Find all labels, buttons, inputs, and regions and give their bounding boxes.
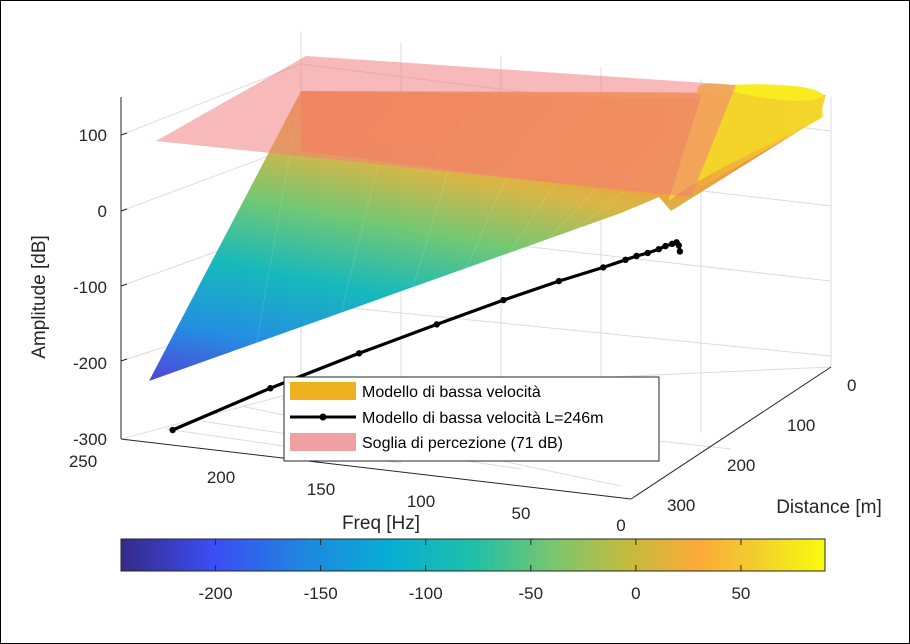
freq-tick-label: 50: [512, 504, 531, 523]
series-marker: [267, 385, 274, 392]
amplitude-tick-label: 100: [79, 126, 107, 145]
freq-tick-labels: 250 200 150 100 50 0: [69, 452, 626, 535]
series-marker: [500, 296, 507, 304]
distance-tick-label: 100: [787, 416, 815, 435]
series-marker: [676, 248, 684, 255]
freq-tick-label: 100: [407, 492, 435, 511]
freq-tick-label: 0: [616, 516, 625, 535]
legend: Modello di bassa velocità Modello di bas…: [283, 376, 660, 462]
series-marker: [633, 252, 640, 260]
amplitude-tick-label: -300: [73, 430, 107, 449]
series-marker: [655, 245, 662, 253]
amplitude-tick-labels: 100 0 -100 -200 -300: [73, 126, 107, 449]
series-marker: [555, 277, 563, 285]
distance-tick-label: 300: [667, 496, 695, 515]
amplitude-tick-label: 0: [98, 202, 107, 221]
colorbar-tick-label: -50: [519, 584, 544, 603]
surface-edge-tip: [731, 84, 823, 101]
series-marker: [600, 264, 607, 271]
colorbar: -200 -150 -100 -50 0 50: [120, 538, 826, 603]
legend-label-threshold: Soglia di percezione (71 dB): [362, 435, 563, 452]
legend-marker-line: [319, 413, 327, 421]
legend-label-line: Modello di bassa velocità L=246m: [362, 410, 603, 427]
amplitude-tick-label: -100: [73, 278, 107, 297]
colorbar-ticks: -200 -150 -100 -50 0 50: [199, 539, 750, 603]
legend-swatch-threshold: [290, 433, 356, 451]
series-marker: [433, 321, 440, 328]
freq-tick-label: 150: [307, 480, 335, 499]
legend-label-surface: Modello di bassa velocità: [362, 384, 541, 401]
series-marker: [662, 242, 669, 250]
amplitude-tick-label: -200: [73, 354, 107, 373]
distance-tick-label: 200: [727, 456, 755, 475]
freq-tick-label: 250: [69, 452, 97, 471]
colorbar-tick-label: -100: [409, 584, 443, 603]
series-marker: [622, 256, 629, 263]
series-marker: [169, 426, 176, 434]
x-axis-label: Freq [Hz]: [342, 513, 420, 534]
freq-tick-label: 200: [207, 468, 235, 487]
legend-swatch-surface: [290, 382, 356, 400]
threshold-plane: [156, 56, 736, 197]
distance-axis-label: Distance [m]: [776, 497, 882, 518]
distance-tick-label: 0: [847, 376, 856, 395]
y-axis-label: Amplitude [dB]: [29, 235, 50, 359]
colorbar-tick-label: -200: [199, 584, 233, 603]
colorbar-tick-label: 0: [631, 584, 640, 603]
colorbar-tick-label: -150: [304, 584, 338, 603]
series-marker: [644, 249, 651, 257]
colorbar-tick-label: 50: [731, 584, 750, 603]
distance-tick-labels: 0 100 200 300: [667, 376, 856, 515]
series-marker: [675, 242, 682, 249]
colorbar-gradient: [120, 538, 826, 572]
series-line-L246: [169, 239, 684, 434]
axis-lines: [120, 97, 832, 500]
series-marker: [355, 350, 363, 357]
